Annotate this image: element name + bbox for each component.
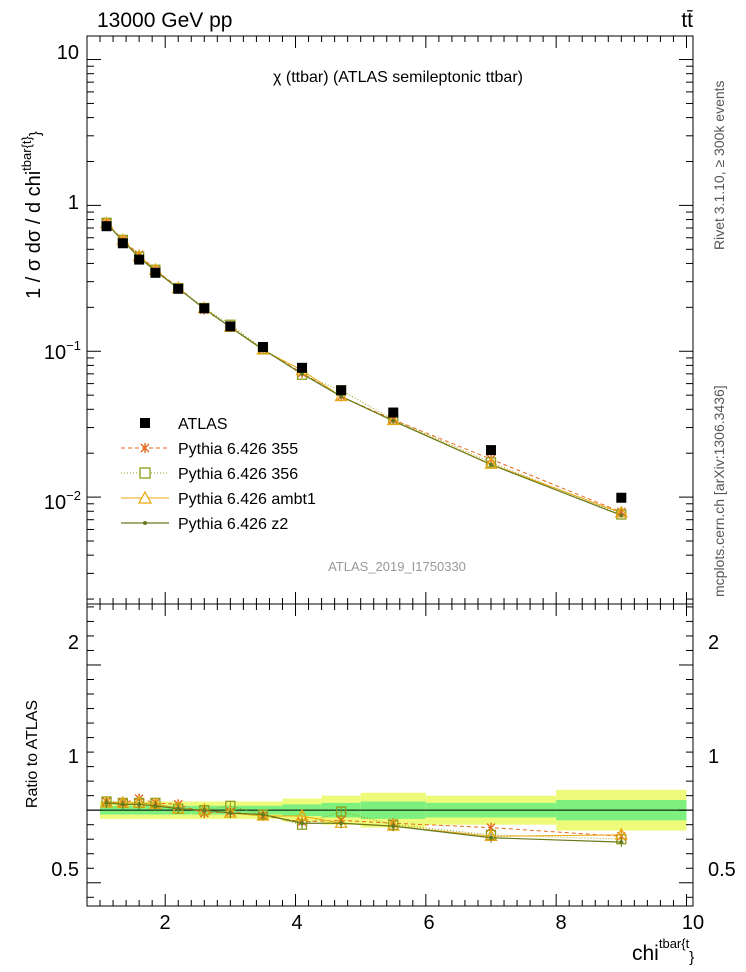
main-y-tick-label: 10 bbox=[57, 42, 79, 64]
data-point-atlas bbox=[134, 254, 145, 265]
energy-label: 13000 GeV pp bbox=[97, 9, 232, 32]
ratio-point-z2 bbox=[153, 803, 158, 808]
ratio-point-z2 bbox=[137, 802, 142, 807]
main-y-tick-label: 10−1 bbox=[44, 338, 81, 364]
legend-label: Pythia 6.426 356 bbox=[178, 466, 298, 483]
data-point-atlas bbox=[101, 221, 112, 232]
x-tick-label: 4 bbox=[291, 912, 302, 934]
ratio-point-z2 bbox=[391, 824, 396, 829]
main-y-label-text: 1 / σ dσ / d chi bbox=[23, 171, 45, 299]
ratio-y-tick-label: 0.5 bbox=[708, 859, 736, 881]
data-point-atlas bbox=[486, 445, 496, 456]
legend-item-ambt1: Pythia 6.426 ambt1 bbox=[121, 490, 316, 508]
ratio-point-z2 bbox=[300, 821, 305, 826]
main-y-tick-label: 1 bbox=[68, 192, 79, 214]
ratio-y-tick-label: 1 bbox=[708, 746, 719, 768]
data-point-z2 bbox=[391, 418, 396, 423]
ratio-point-z2 bbox=[228, 811, 233, 816]
data-point-atlas bbox=[336, 385, 347, 396]
legend-label: Pythia 6.426 355 bbox=[178, 441, 298, 458]
legend-item-p355: Pythia 6.426 355 bbox=[121, 441, 298, 458]
ratio-y-label: Ratio to ATLAS bbox=[24, 700, 41, 808]
mcplots-side-label: mcplots.cern.ch [arXiv:1306.3436] bbox=[711, 385, 727, 597]
legend: ATLAS Pythia 6.426 355 Pythia 6.426 356 … bbox=[121, 416, 316, 533]
legend-marker-ambt1 bbox=[137, 490, 153, 504]
ratio-y-tick-label: 1 bbox=[68, 746, 79, 768]
ratio-point-z2 bbox=[619, 840, 624, 845]
ratio-point-z2 bbox=[339, 821, 344, 826]
main-y-label-close: } bbox=[27, 131, 44, 136]
data-point-z2 bbox=[489, 462, 493, 467]
x-axis-label-sup: tbar{t bbox=[659, 936, 690, 951]
data-point-atlas bbox=[173, 283, 184, 294]
data-point-z2 bbox=[339, 394, 344, 399]
data-point-atlas bbox=[297, 362, 308, 373]
legend-marker-p355 bbox=[140, 443, 150, 453]
legend-item-atlas: ATLAS bbox=[140, 416, 228, 433]
ratio-point-z2 bbox=[176, 806, 181, 811]
ratio-y-tick-label: 2 bbox=[68, 632, 79, 654]
analysis-id: ATLAS_2019_I1750330 bbox=[328, 559, 466, 574]
legend-label: ATLAS bbox=[178, 416, 228, 433]
axis-layer bbox=[87, 36, 693, 906]
ratio-point-z2 bbox=[260, 812, 265, 817]
legend-label: Pythia 6.426 ambt1 bbox=[178, 491, 316, 508]
x-tick-label: 10 bbox=[682, 912, 704, 934]
data-point-ambt1 bbox=[484, 456, 498, 469]
legend-label: Pythia 6.426 z2 bbox=[178, 516, 288, 533]
process-label: tt̄ bbox=[681, 9, 693, 32]
legend-marker-z2 bbox=[143, 521, 147, 525]
plot-title: χ (ttbar) (ATLAS semileptonic ttbar) bbox=[273, 69, 523, 86]
x-tick-label: 8 bbox=[555, 912, 566, 934]
data-point-atlas bbox=[257, 341, 268, 352]
x-axis-label-text: chi bbox=[632, 942, 659, 965]
data-point-atlas bbox=[199, 303, 210, 314]
legend-item-z2: Pythia 6.426 z2 bbox=[121, 516, 288, 533]
series-layer bbox=[99, 216, 628, 848]
x-tick-label: 2 bbox=[159, 912, 170, 934]
ratio-point-z2 bbox=[104, 800, 109, 805]
legend-item-p356: Pythia 6.426 356 bbox=[121, 466, 298, 483]
x-tick-label: 6 bbox=[423, 912, 434, 934]
ratio-frame bbox=[86, 603, 694, 907]
legend-marker-p356 bbox=[139, 467, 151, 479]
data-point-atlas bbox=[150, 267, 161, 278]
main-y-label-sup: tbar{t} bbox=[19, 135, 34, 170]
data-point-ambt1 bbox=[334, 389, 348, 402]
data-point-z2 bbox=[300, 371, 305, 376]
ratio-y-tick-label: 0.5 bbox=[51, 859, 79, 881]
ratio-point-z2 bbox=[202, 808, 207, 813]
x-axis-label: chitbar{t} bbox=[632, 936, 694, 966]
rivet-side-label: Rivet 3.1.10, ≥ 300k events bbox=[711, 80, 727, 250]
main-y-tick-label: 10−2 bbox=[44, 488, 81, 514]
x-tick-labels: 2 4 6 8 10 bbox=[159, 912, 704, 934]
ratio-point-z2 bbox=[120, 802, 125, 807]
data-point-ambt1 bbox=[386, 413, 400, 426]
ratio-point-z2 bbox=[489, 835, 493, 840]
data-point-atlas bbox=[117, 238, 128, 249]
main-y-tick-labels: 10 1 10−1 10−2 bbox=[44, 42, 81, 514]
main-y-label: 1 / σ dσ / d chitbar{t}} bbox=[19, 131, 45, 299]
x-axis-label-close: } bbox=[689, 949, 694, 966]
ratio-y-tick-labels: 0.5 1 2 0.5 1 2 bbox=[51, 632, 736, 881]
data-point-z2 bbox=[619, 513, 624, 518]
ratio-y-tick-label: 2 bbox=[708, 632, 719, 654]
data-point-atlas bbox=[225, 321, 236, 332]
legend-marker-atlas bbox=[140, 418, 150, 428]
data-point-atlas bbox=[616, 492, 627, 503]
data-point-atlas bbox=[388, 407, 399, 418]
